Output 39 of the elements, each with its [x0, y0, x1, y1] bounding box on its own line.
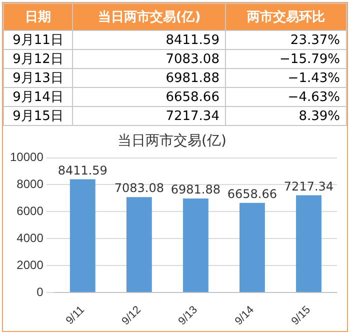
text: 23.37% [226, 30, 346, 50]
text: 日期 [4, 4, 72, 30]
text: 9月12日 [4, 50, 72, 68]
bar [239, 202, 265, 292]
data-label: 6981.88 [170, 182, 220, 197]
y-tick-label: 8000 [16, 177, 44, 192]
text: −15.79% [226, 50, 346, 68]
x-tick-label: 9/14 [232, 304, 256, 328]
y-tick-label: 2000 [16, 258, 44, 272]
text: 9月13日 [4, 68, 72, 88]
text: 9月11日 [4, 30, 72, 50]
text: −1.43% [226, 68, 346, 88]
bar [182, 198, 208, 292]
text: 9月14日 [4, 88, 72, 106]
x-tick-label: 9/11 [64, 304, 87, 328]
text: 9月15日 [4, 106, 72, 126]
bar [70, 179, 96, 292]
bar [126, 197, 152, 292]
text: 8411.59 [72, 30, 226, 50]
text: 8.39% [226, 106, 346, 126]
chart-title: 当日两市交易(亿) [118, 133, 226, 150]
x-tick-label: 9/13 [176, 304, 200, 328]
y-tick-label: 10000 [10, 150, 44, 164]
y-tick-label: 6000 [16, 204, 44, 218]
text: 6658.66 [72, 88, 226, 106]
text: 当日两市交易(亿) [72, 4, 226, 30]
data-label: 7217.34 [284, 179, 334, 194]
x-tick-label: 9/12 [120, 304, 144, 328]
data-label: 6658.66 [227, 186, 278, 201]
data-label: 8411.59 [58, 163, 108, 178]
text: 7083.08 [72, 50, 226, 68]
y-tick-label: 4000 [16, 230, 44, 245]
text: −4.63% [226, 88, 346, 106]
text: 7217.34 [72, 106, 226, 126]
bar [296, 195, 322, 292]
data-label: 7083.08 [114, 181, 164, 196]
text: 6981.88 [72, 68, 226, 88]
text: 两市交易环比 [226, 4, 346, 30]
y-tick-label: 0 [36, 284, 44, 299]
